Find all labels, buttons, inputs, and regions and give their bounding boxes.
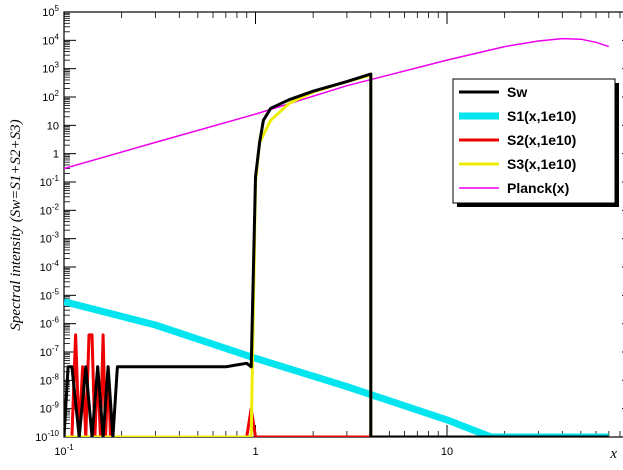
x-tick-label: 10-1 xyxy=(54,443,74,458)
x-tick-label: 10 xyxy=(441,446,453,458)
plot-frame xyxy=(63,11,623,438)
y-tick-label: 10-7 xyxy=(40,344,60,359)
y-tick-label: 10-3 xyxy=(40,231,60,246)
y-tick-label: 10-6 xyxy=(40,316,60,331)
y-tick-label: 104 xyxy=(42,32,59,47)
y-tick-label: 10-8 xyxy=(40,372,60,387)
series-line-s2-x-1e10 xyxy=(64,333,609,437)
series-line-planck-x xyxy=(64,37,610,170)
y-tick-label: 105 xyxy=(42,4,59,19)
legend-label-1: Sw xyxy=(507,84,527,100)
x-axis-label: x xyxy=(609,446,617,462)
legend-label-2: S1(x,1e10) xyxy=(507,108,576,124)
y-tick-label: 10-1 xyxy=(40,174,60,189)
y-tick-label: 10-4 xyxy=(40,259,60,274)
y-tick-label: 102 xyxy=(42,89,59,104)
y-tick-label: 10-2 xyxy=(40,202,60,217)
series-line-s1-x-1e10 xyxy=(64,298,609,437)
y-tick-label: 10-5 xyxy=(40,287,60,302)
legend-label-5: Planck(x) xyxy=(507,180,569,196)
legend: Sw S1(x,1e10) S2(x,1e10) S3(x,1e10) Planck(x… xyxy=(452,78,619,207)
series-layer xyxy=(64,37,610,437)
y-tick-label: 10-9 xyxy=(40,401,60,416)
y-tick-label: 1 xyxy=(53,149,59,161)
legend-label-4: S3(x,1e10) xyxy=(507,156,576,172)
series-line-sw xyxy=(64,72,609,437)
y-tick-label: 10 xyxy=(47,120,59,132)
y-tick-label: 10-10 xyxy=(35,429,59,444)
legend-label-3: S2(x,1e10) xyxy=(507,132,576,148)
axis-ticks: 10-10 10-9 10-8 10-7 10-6 10-5 10-4 10-3 10-2 10-… xyxy=(35,4,623,458)
y-tick-label: 103 xyxy=(42,61,59,76)
x-tick-label: 1 xyxy=(252,446,258,458)
y-axis-label: Spectral intensity (Sw=S1+S2+S3) xyxy=(8,119,24,330)
